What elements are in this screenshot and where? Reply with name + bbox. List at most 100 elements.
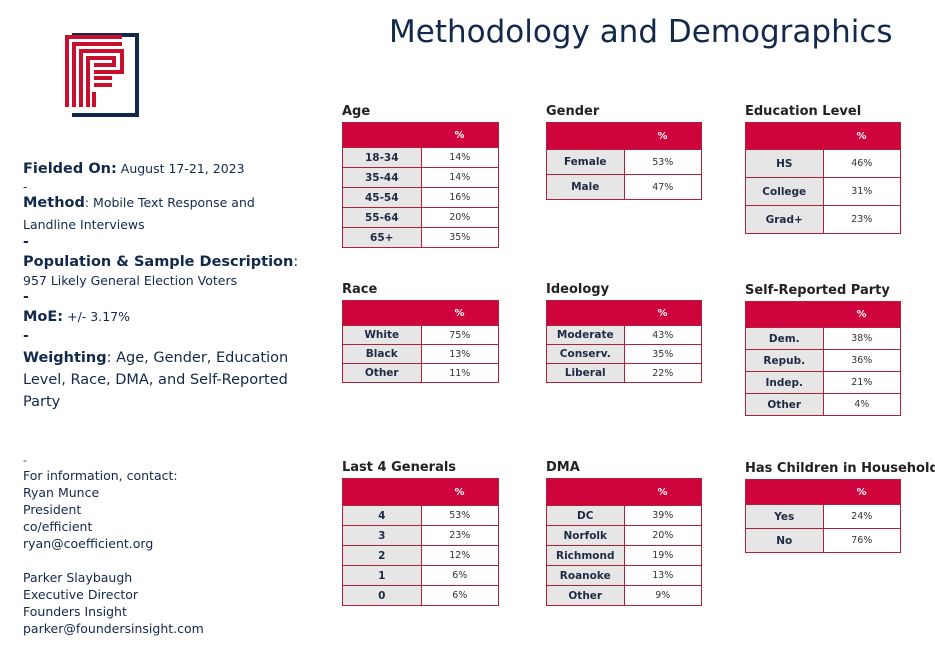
table-row: Liberal 22%: [546, 363, 702, 383]
fielded-label: Fielded On:: [23, 161, 117, 177]
race-data-table: % White 75% Black 13% Other 11%: [342, 300, 499, 383]
age-data-table: % 18-34 14% 35-44 14% 45-54 16% 55-64 20% 65+ 35%: [342, 122, 499, 248]
percent-cell: 12%: [420, 545, 499, 566]
category-cell: Moderate: [546, 325, 625, 345]
header-cell-percent: %: [823, 122, 901, 150]
table-header-row: %: [745, 122, 901, 150]
percent-cell: 31%: [822, 177, 901, 206]
table-row: Repub. 36%: [745, 349, 901, 372]
last-4-generals-table: Last 4 Generals% 4 53% 3 23% 2 12% 1 6% 0 6%: [342, 460, 499, 606]
separator: -: [23, 179, 28, 194]
table-row: No 76%: [745, 528, 901, 553]
separator: -: [23, 454, 27, 467]
percent-cell: 16%: [420, 187, 499, 208]
category-cell: Norfolk: [546, 525, 625, 546]
category-cell: HS: [745, 149, 824, 178]
category-cell: 3: [342, 525, 422, 546]
method-value: : Mobile Text Response and: [84, 194, 255, 210]
contact-org: co/efficient: [23, 519, 93, 534]
contact-org: Founders Insight: [23, 604, 127, 619]
population-value: 957 Likely General Election Voters: [23, 272, 238, 288]
methodology-panel: Fielded On: August 17-21, 2023 - Method:…: [23, 160, 313, 413]
percent-cell: 43%: [623, 325, 702, 345]
table-header-row: %: [546, 300, 702, 326]
table-row: Yes 24%: [745, 504, 901, 529]
contact-panel: - For information, contact: Ryan Munce P…: [23, 455, 204, 637]
category-cell: Richmond: [546, 545, 625, 566]
gender-data-table: % Female 53% Male 47%: [546, 122, 702, 200]
table-row: HS 46%: [745, 149, 901, 178]
category-cell: 65+: [342, 227, 422, 248]
ideology-data-table: % Moderate 43% Conserv. 35% Liberal 22%: [546, 300, 702, 383]
children-data-table: % Yes 24% No 76%: [745, 479, 901, 553]
header-cell-percent: %: [624, 122, 702, 150]
table-row: Moderate 43%: [546, 325, 702, 345]
header-cell-blank: [342, 300, 421, 326]
category-cell: 4: [342, 505, 422, 526]
category-cell: 35-44: [342, 167, 422, 188]
age-table-label: Age: [342, 104, 371, 119]
method-value-2: Landline Interviews: [23, 217, 145, 233]
percent-cell: 75%: [420, 325, 499, 345]
category-cell: Liberal: [546, 363, 625, 383]
contact-name: Ryan Munce: [23, 485, 100, 500]
children-table-label: Has Children in Household: [745, 461, 935, 476]
table-header-row: %: [342, 478, 499, 506]
moe-value: +/- 3.17%: [67, 309, 130, 325]
percent-cell: 14%: [420, 147, 499, 168]
contact-title: Executive Director: [23, 587, 139, 602]
percent-cell: 76%: [822, 528, 901, 553]
education-table-label: Education Level: [745, 104, 862, 119]
header-cell-percent: %: [823, 301, 901, 328]
percent-cell: 13%: [623, 565, 702, 586]
percent-cell: 14%: [420, 167, 499, 188]
percent-cell: 21%: [822, 371, 901, 394]
percent-cell: 53%: [420, 505, 499, 526]
category-cell: Yes: [745, 504, 824, 529]
table-row: Indep. 21%: [745, 371, 901, 394]
age-table: Age% 18-34 14% 35-44 14% 45-54 16% 55-64 20% 65+ 3…: [342, 104, 499, 248]
table-row: Conserv. 35%: [546, 344, 702, 364]
education-data-table: % HS 46% College 31% Grad+ 23%: [745, 122, 901, 234]
education-level-table: Education Level% HS 46% College 31% Grad+ 23%: [745, 104, 901, 234]
party-data-table: % Dem. 38% Repub. 36% Indep. 21% Other 4%: [745, 301, 901, 416]
population-colon: :: [293, 254, 299, 270]
table-row: 2 12%: [342, 545, 499, 566]
contact-name: Parker Slaybaugh: [23, 570, 133, 585]
category-cell: Male: [546, 174, 625, 200]
percent-cell: 20%: [623, 525, 702, 546]
category-cell: Other: [745, 393, 824, 416]
percent-cell: 6%: [420, 585, 499, 606]
fielded-value: August 17-21, 2023: [120, 161, 245, 176]
header-cell-blank: [546, 478, 624, 506]
table-row: 65+ 35%: [342, 227, 499, 248]
category-cell: 1: [342, 565, 422, 586]
category-cell: DC: [546, 505, 625, 526]
percent-cell: 23%: [420, 525, 499, 546]
table-row: 3 23%: [342, 525, 499, 546]
percent-cell: 35%: [420, 227, 499, 248]
contact-intro: For information, contact:: [23, 468, 178, 483]
contact-email[interactable]: ryan@coefficient.org: [23, 536, 154, 551]
header-cell-percent: %: [624, 478, 702, 506]
founders-insight-logo: [65, 33, 139, 117]
category-cell: Female: [546, 149, 625, 175]
category-cell: Indep.: [745, 371, 824, 394]
table-header-row: %: [342, 122, 499, 148]
category-cell: Other: [342, 363, 422, 383]
table-row: 18-34 14%: [342, 147, 499, 168]
contact-email[interactable]: parker@foundersinsight.com: [23, 621, 204, 636]
table-header-row: %: [546, 478, 702, 506]
moe-label: MoE:: [23, 309, 64, 326]
table-row: 35-44 14%: [342, 167, 499, 188]
category-cell: No: [745, 528, 824, 553]
separator: -: [23, 234, 29, 250]
header-cell-blank: [745, 122, 823, 150]
category-cell: Repub.: [745, 349, 824, 372]
header-cell-percent: %: [823, 479, 901, 505]
percent-cell: 23%: [822, 205, 901, 234]
ideology-table-label: Ideology: [546, 282, 610, 297]
category-cell: Grad+: [745, 205, 824, 234]
category-cell: Conserv.: [546, 344, 625, 364]
generals-table-label: Last 4 Generals: [342, 460, 457, 475]
